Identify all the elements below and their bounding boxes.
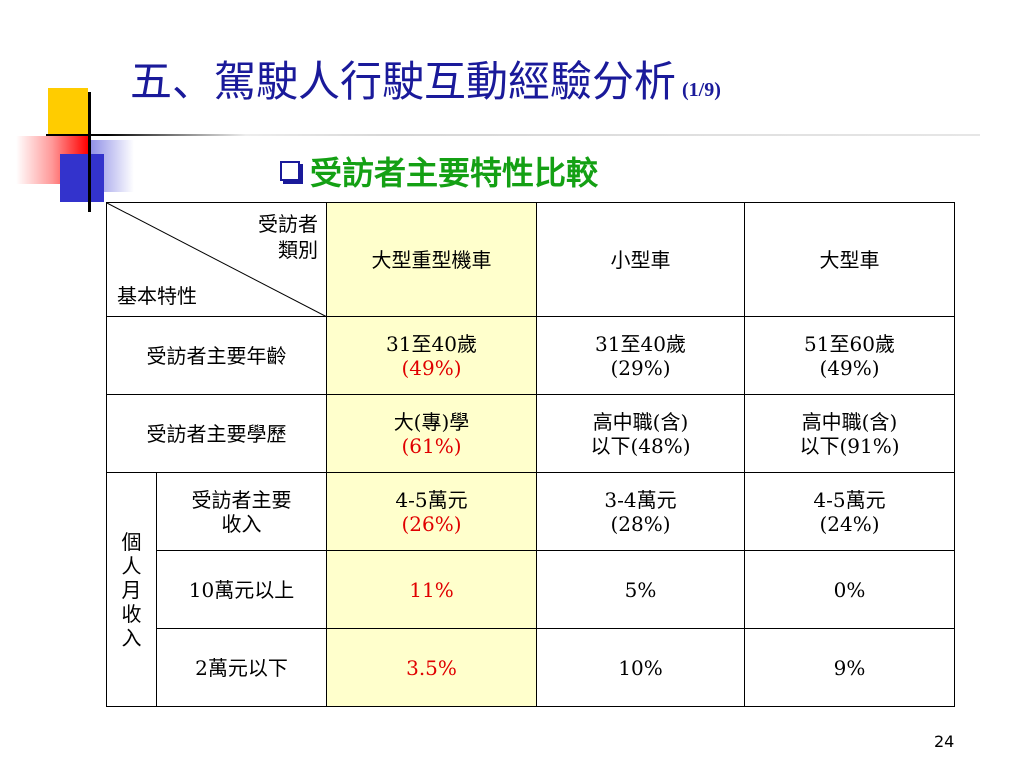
page-number: 24 <box>934 732 955 751</box>
cell-value: 31至40歲 <box>386 331 477 356</box>
table-row-income: 個 人 月 收 入 受訪者主要 收入 4-5萬元 (26%) 3-4萬元 (28%) … <box>106 472 955 707</box>
characteristics-table: 受訪者 類別 基本特性 大型重型機車 小型車 大型車 受訪者主要年齡 31至40… <box>106 202 955 707</box>
subtitle-text: 受訪者主要特性比較 <box>310 154 599 192</box>
cell-value: 51至60歲 <box>804 331 895 356</box>
decor-yellow-square <box>48 88 88 134</box>
decor-vertical-line <box>88 92 91 212</box>
group-label-char: 人 <box>121 553 142 578</box>
corner-top-line1: 受訪者 <box>258 212 318 236</box>
table-cell: 5% <box>536 550 745 629</box>
row-label-over-100k: 10萬元以上 <box>156 550 327 629</box>
table-cell: 10% <box>536 628 745 707</box>
decor-horizontal-line <box>46 134 246 136</box>
cell-value: 31至40歲 <box>595 331 686 356</box>
group-label-char: 收 <box>121 601 142 626</box>
corner-bottom-label: 基本特性 <box>117 284 197 308</box>
cell-percent: (26%) <box>401 511 462 536</box>
row-label-main-income: 受訪者主要 收入 <box>156 472 327 551</box>
slide-title: 五、駕駛人行駛互動經驗分析 (1/9) <box>130 48 721 109</box>
decor-gray-rule <box>130 134 980 136</box>
cell-value: 高中職(含) <box>592 409 689 434</box>
cell-percent: 以下(91%) <box>799 433 900 458</box>
checkbox-bullet-icon <box>280 161 300 181</box>
row-label-under-20k: 2萬元以下 <box>156 628 327 707</box>
cell-value: 高中職(含) <box>801 409 898 434</box>
cell-percent: (29%) <box>610 355 671 380</box>
cell-percent: 以下(48%) <box>590 433 691 458</box>
row-label-education: 受訪者主要學歷 <box>106 394 327 473</box>
row-label-line2: 收入 <box>221 511 262 536</box>
table-row-education: 受訪者主要學歷 大(專)學 (61%) 高中職(含) 以下(48%) 高中職(含) 以… <box>106 394 955 473</box>
table-cell: 0% <box>744 550 955 629</box>
header-heavy-motorcycle: 大型重型機車 <box>326 202 537 317</box>
cell-percent: (49%) <box>819 355 880 380</box>
header-large-vehicle: 大型車 <box>744 202 955 317</box>
table-cell: 31至40歲 (29%) <box>536 316 745 395</box>
slide-subtitle: 受訪者主要特性比較 <box>280 148 598 194</box>
cell-value: 3-4萬元 <box>604 487 677 512</box>
slide-title-part: (1/9) <box>682 79 721 101</box>
table-cell: 51至60歲 (49%) <box>744 316 955 395</box>
group-label-char: 月 <box>121 577 142 602</box>
row-label-age: 受訪者主要年齡 <box>106 316 327 395</box>
group-label-char: 入 <box>121 625 142 650</box>
table-cell: 9% <box>744 628 955 707</box>
cell-percent: (49%) <box>401 355 462 380</box>
corner-header-cell: 受訪者 類別 基本特性 <box>106 202 327 317</box>
table-cell: 高中職(含) 以下(48%) <box>536 394 745 473</box>
cell-percent: (61%) <box>401 433 462 458</box>
table-cell: 4-5萬元 (26%) <box>326 472 537 551</box>
cell-value: 大(專)學 <box>393 409 470 434</box>
row-label-line1: 受訪者主要 <box>191 487 292 512</box>
slide-title-main: 五、駕駛人行駛互動經驗分析 <box>130 57 677 106</box>
table-row-income-over-100k: 10萬元以上 11% 5% 0% <box>107 550 955 629</box>
cell-value: 4-5萬元 <box>395 487 468 512</box>
cell-percent: (24%) <box>819 511 880 536</box>
table-row-income-under-20k: 2萬元以下 3.5% 10% 9% <box>107 628 955 707</box>
group-label-monthly-income: 個 人 月 收 入 <box>106 472 157 707</box>
table-cell: 3.5% <box>326 628 537 707</box>
table-cell: 大(專)學 (61%) <box>326 394 537 473</box>
table-row-age: 受訪者主要年齡 31至40歲 (49%) 31至40歲 (29%) 51至60歲 (4… <box>106 316 955 395</box>
table-cell: 3-4萬元 (28%) <box>536 472 745 551</box>
table-cell: 4-5萬元 (24%) <box>744 472 955 551</box>
corner-top-label: 受訪者 類別 <box>258 211 318 263</box>
table-header-row: 受訪者 類別 基本特性 大型重型機車 小型車 大型車 <box>106 202 955 317</box>
decor-blue-square <box>60 154 104 202</box>
cell-value: 4-5萬元 <box>813 487 886 512</box>
table-cell: 31至40歲 (49%) <box>326 316 537 395</box>
corner-diagonal <box>107 203 327 317</box>
table-cell: 11% <box>326 550 537 629</box>
table-cell: 高中職(含) 以下(91%) <box>744 394 955 473</box>
corner-top-line2: 類別 <box>278 238 318 262</box>
group-label-char: 個 <box>121 529 142 554</box>
cell-percent: (28%) <box>610 511 671 536</box>
header-small-car: 小型車 <box>536 202 745 317</box>
